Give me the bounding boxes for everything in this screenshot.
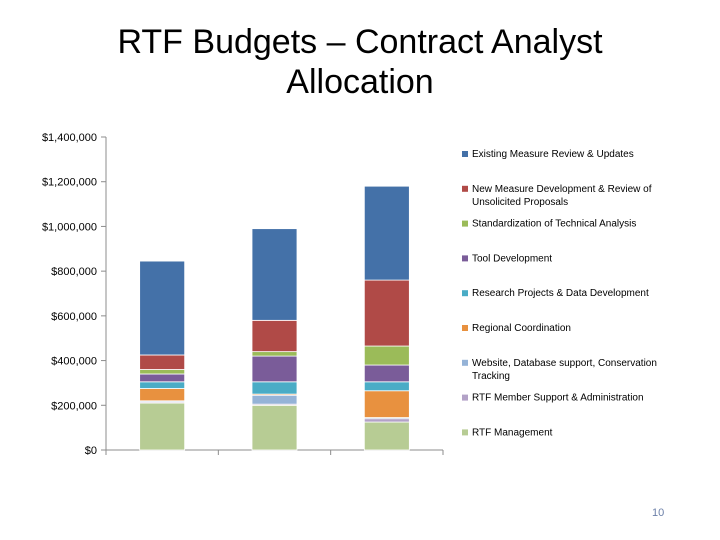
legend-swatch [462,220,468,227]
legend-swatch [462,255,468,262]
bar-segment [139,354,186,370]
legend-swatch [462,394,468,401]
bar-segment [139,260,186,356]
y-tick-label: $400,000 [51,356,97,368]
y-tick-label: $800,000 [51,266,97,278]
bar-segment [251,351,298,357]
bar-segment [139,369,186,375]
legend-label: Research Projects & Data Development [472,288,649,299]
bar-segment [139,373,186,383]
legend-label: Tool Development [472,253,552,264]
legend-label: Website, Database support, Conservation T… [472,358,657,382]
legend-label: New Measure Development & Review of Unsol… [472,184,652,208]
title-line-1: RTF Budgets – Contract Analyst [117,23,603,61]
bar-segment [251,355,298,383]
y-tick-label: $1,200,000 [42,177,97,189]
bar-segment [363,418,410,423]
bar-segment [251,228,298,321]
legend-swatch [462,151,468,157]
slide-number: 10 [652,507,665,519]
slide-title: RTF Budgets – Contract Analyst Allocatio… [60,22,660,102]
legend-label: RTF Management [472,427,553,438]
y-tick-label: $1,000,000 [42,221,97,233]
bar-segment [363,279,410,347]
legend-label: RTF Member Support & Administration [472,393,644,404]
bar-segment [363,345,410,366]
legend-swatch [462,325,468,331]
legend-swatch [462,290,468,297]
y-tick-label: $200,000 [51,400,97,412]
legend-label: Regional Coordination [472,323,571,334]
bar-segment [139,402,186,451]
legend-label: Standardization of Technical Analysis [472,219,636,230]
bar-segment [251,404,298,451]
bar-segment [363,381,410,392]
bar-segment [363,390,410,418]
bar-segment [363,364,410,383]
legend-label: Existing Measure Review & Updates [472,149,634,160]
title-line-2: Allocation [286,63,434,101]
bar-segment [251,394,298,405]
bar-segment [139,381,186,389]
y-tick-label: $0 [85,445,97,457]
bar-segment [363,421,410,451]
legend-swatch [462,185,468,192]
legend-swatch [462,429,468,436]
bar-segment [251,381,298,395]
legend-swatch [462,359,468,366]
y-tick-label: $1,400,000 [42,132,97,144]
bar-segment [363,185,410,281]
bar-segment [251,319,298,353]
y-tick-label: $600,000 [51,311,97,323]
bar-segment [139,388,186,402]
